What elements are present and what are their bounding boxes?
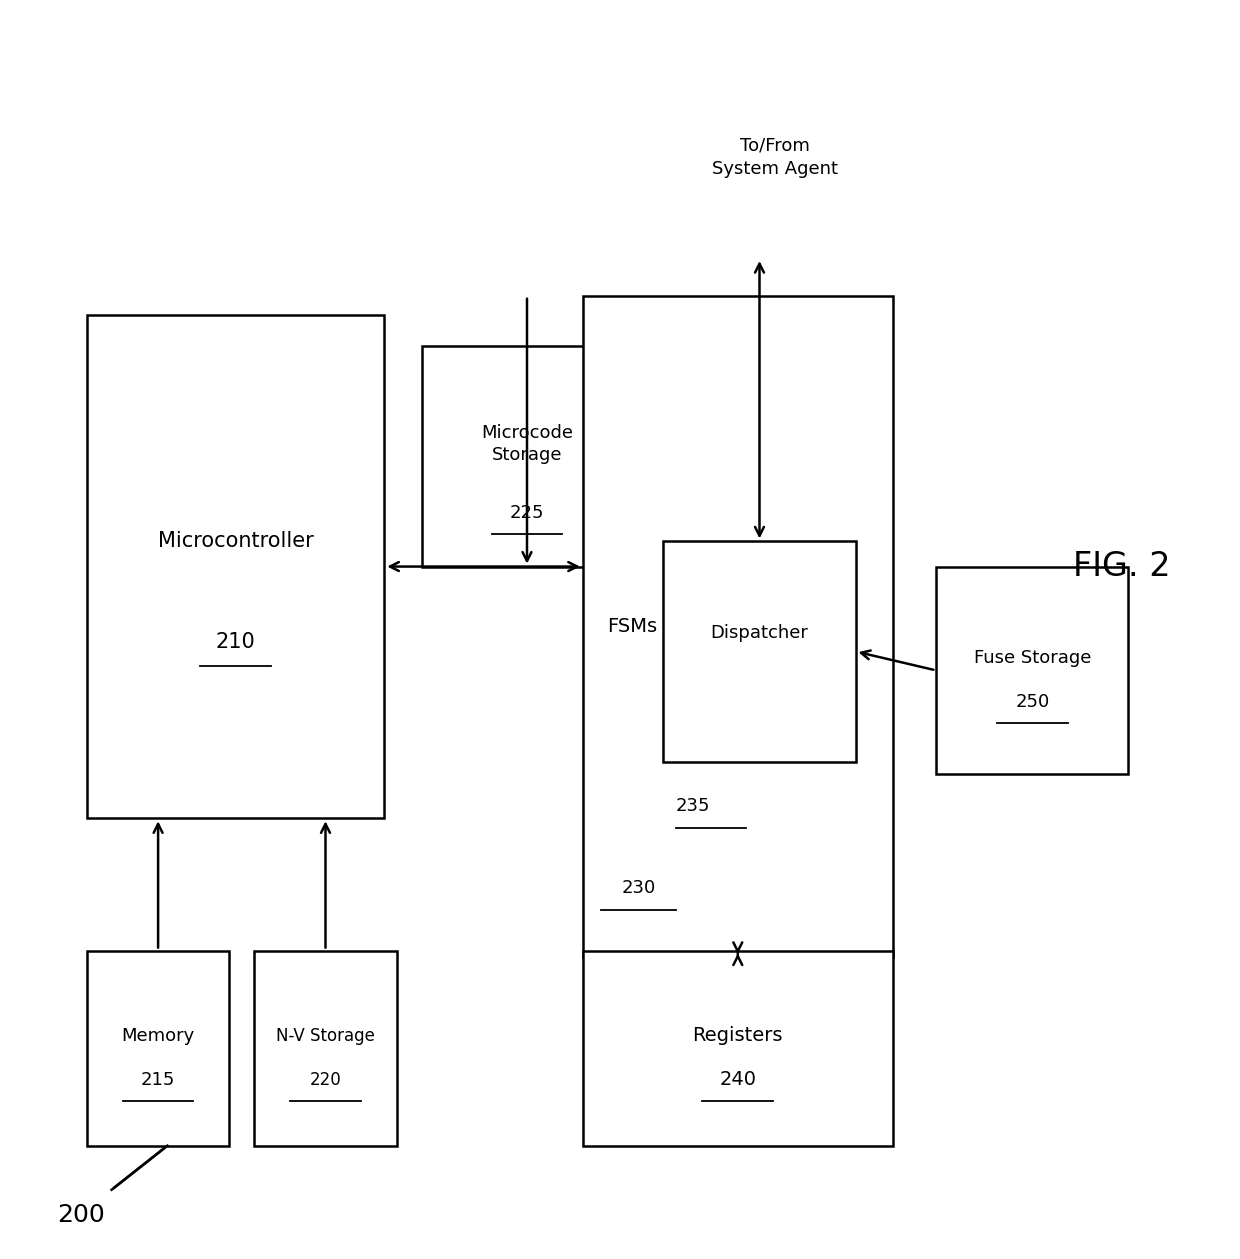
Text: Registers: Registers [693,1026,782,1045]
Text: 240: 240 [719,1070,756,1089]
Text: Fuse Storage: Fuse Storage [973,648,1091,667]
Bar [583,296,893,957]
Text: 225: 225 [510,504,544,522]
Text: Microcontroller: Microcontroller [157,531,314,551]
Bar [87,951,229,1146]
Text: 215: 215 [141,1070,175,1089]
Bar [583,951,893,1146]
Bar [422,346,632,567]
Bar [663,541,856,762]
Text: To/From
System Agent: To/From System Agent [712,136,838,179]
Text: 210: 210 [216,632,255,652]
Text: 230: 230 [621,879,656,896]
Bar [254,951,397,1146]
Text: FSMs: FSMs [608,617,657,636]
Text: Microcode
Storage: Microcode Storage [481,424,573,463]
Bar [87,315,384,818]
Text: 200: 200 [57,1202,104,1228]
Text: Dispatcher: Dispatcher [711,623,808,642]
Text: 250: 250 [1016,692,1049,711]
Text: Memory: Memory [122,1026,195,1045]
Text: 235: 235 [676,797,711,815]
Text: 220: 220 [310,1070,341,1089]
Text: FIG. 2: FIG. 2 [1074,550,1171,583]
Bar [936,567,1128,774]
Text: N-V Storage: N-V Storage [277,1026,374,1045]
